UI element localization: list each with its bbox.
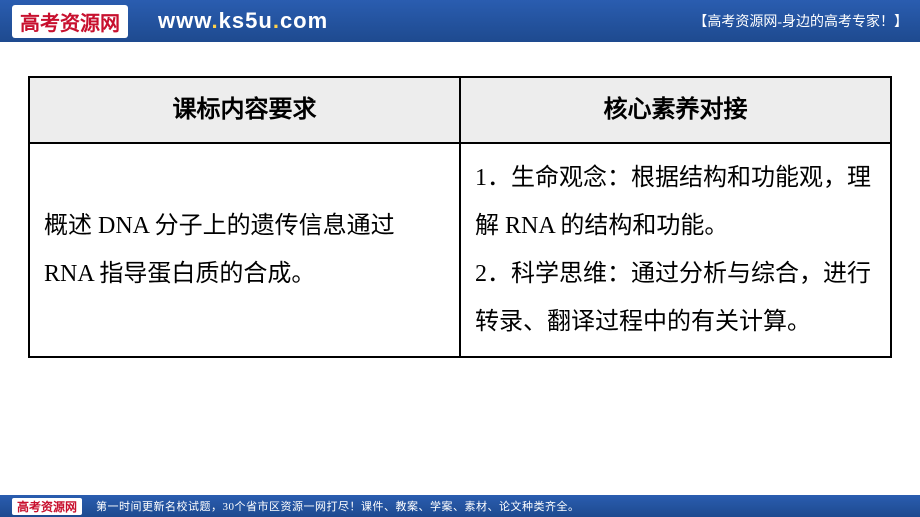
content-area: 课标内容要求 核心素养对接 概述 DNA 分子上的遗传信息通过 RNA 指导蛋白… <box>0 42 920 358</box>
table-header-row: 课标内容要求 核心素养对接 <box>29 77 891 143</box>
header-requirements: 课标内容要求 <box>29 77 460 143</box>
url-suffix: com <box>280 8 328 33</box>
curriculum-table: 课标内容要求 核心素养对接 概述 DNA 分子上的遗传信息通过 RNA 指导蛋白… <box>28 76 892 358</box>
site-url: www.ks5u.com <box>158 8 328 34</box>
cell-requirements: 概述 DNA 分子上的遗传信息通过 RNA 指导蛋白质的合成。 <box>29 143 460 357</box>
site-tagline: 【高考资源网-身边的高考专家！】 <box>693 11 908 31</box>
footer-text: 第一时间更新名校试题，30个省市区资源一网打尽！课件、教案、学案、素材、论文种类… <box>96 498 580 514</box>
url-prefix: www <box>158 8 212 33</box>
header-literacy: 核心素养对接 <box>460 77 891 143</box>
bottom-banner: 高考资源网 第一时间更新名校试题，30个省市区资源一网打尽！课件、教案、学案、素… <box>0 495 920 517</box>
site-logo: 高考资源网 <box>12 5 128 38</box>
cell-literacy: 1．生命观念：根据结构和功能观，理解 RNA 的结构和功能。 2．科学思维：通过… <box>460 143 891 357</box>
url-dot-2: . <box>273 8 280 33</box>
table-row: 概述 DNA 分子上的遗传信息通过 RNA 指导蛋白质的合成。 1．生命观念：根… <box>29 143 891 357</box>
url-mid: ks5u <box>219 8 273 33</box>
top-banner: 高考资源网 www.ks5u.com 【高考资源网-身边的高考专家！】 <box>0 0 920 42</box>
url-dot-1: . <box>212 8 219 33</box>
footer-logo: 高考资源网 <box>12 498 82 515</box>
